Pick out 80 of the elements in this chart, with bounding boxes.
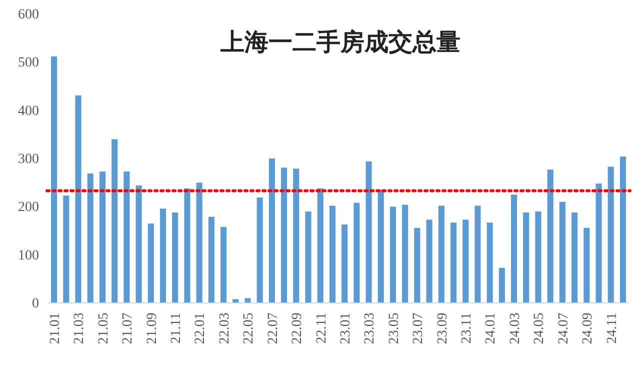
bar bbox=[124, 172, 130, 303]
x-tick-label: 24.03 bbox=[508, 312, 523, 344]
bar bbox=[136, 185, 142, 303]
bar bbox=[172, 212, 178, 303]
bar bbox=[208, 216, 214, 303]
x-tick-label: 21.01 bbox=[48, 312, 63, 344]
bar bbox=[438, 206, 444, 303]
bar bbox=[148, 224, 154, 303]
bar bbox=[112, 139, 118, 303]
bar bbox=[450, 222, 457, 303]
x-tick-label: 24.11 bbox=[604, 312, 620, 344]
bar bbox=[620, 156, 626, 303]
x-tick-label: 23.03 bbox=[362, 312, 378, 344]
bar bbox=[160, 208, 166, 303]
x-tick-label: 21.05 bbox=[96, 312, 112, 344]
bar bbox=[354, 202, 360, 303]
bar bbox=[462, 220, 469, 303]
x-tick-label: 22.03 bbox=[217, 312, 232, 344]
bar bbox=[559, 202, 566, 303]
x-tick-label: 23.11 bbox=[459, 312, 474, 344]
bar bbox=[426, 220, 432, 303]
x-tick-label: 21.03 bbox=[72, 312, 88, 344]
bar bbox=[402, 204, 408, 303]
bar bbox=[281, 168, 288, 303]
bar bbox=[220, 226, 227, 303]
x-tick-label: 23.09 bbox=[435, 312, 450, 344]
x-tick-label: 21.11 bbox=[168, 312, 184, 344]
x-tick-label: 22.05 bbox=[242, 312, 257, 344]
y-tick-label: 100 bbox=[18, 248, 39, 264]
bar bbox=[498, 268, 505, 303]
y-tick-label: 300 bbox=[18, 152, 39, 167]
bar bbox=[75, 95, 82, 303]
bar bbox=[317, 188, 324, 303]
bar bbox=[572, 212, 578, 303]
bar bbox=[87, 173, 94, 303]
bar bbox=[256, 198, 263, 303]
x-tick-label: 22.01 bbox=[193, 312, 208, 344]
y-tick-label: 400 bbox=[18, 104, 39, 119]
bar bbox=[510, 194, 518, 303]
bar bbox=[244, 298, 251, 303]
x-tick-label: 23.05 bbox=[386, 312, 402, 344]
y-tick-label: 600 bbox=[18, 7, 39, 22]
x-tick-label: 24.07 bbox=[556, 312, 572, 344]
bar bbox=[232, 299, 239, 303]
bar bbox=[51, 56, 58, 303]
bar bbox=[329, 206, 336, 303]
x-tick-label: 22.07 bbox=[266, 312, 281, 344]
bar bbox=[305, 211, 312, 303]
bar bbox=[184, 188, 190, 303]
bar bbox=[378, 190, 384, 303]
bar bbox=[474, 206, 481, 303]
x-tick-label: 24.09 bbox=[580, 312, 596, 344]
bar bbox=[390, 206, 396, 303]
bar bbox=[535, 211, 542, 303]
y-tick-label: 500 bbox=[18, 56, 39, 71]
y-tick-label: 200 bbox=[18, 200, 39, 216]
x-tick-label: 23.01 bbox=[338, 312, 354, 344]
bar bbox=[196, 182, 202, 303]
x-tick-label: 21.09 bbox=[144, 312, 160, 344]
bar bbox=[547, 170, 554, 303]
bar bbox=[342, 224, 348, 303]
bar bbox=[268, 158, 275, 303]
bar bbox=[596, 184, 602, 303]
bar bbox=[414, 228, 420, 303]
x-tick-label: 23.07 bbox=[411, 312, 426, 344]
bar bbox=[63, 196, 70, 303]
bar bbox=[366, 161, 372, 303]
x-tick-label: 22.11 bbox=[314, 312, 330, 344]
text: 上海一二手房成交总量 bbox=[220, 29, 460, 56]
bar bbox=[99, 172, 106, 303]
bar bbox=[523, 212, 530, 303]
y-tick-label: 0 bbox=[32, 296, 39, 312]
bar bbox=[608, 166, 614, 303]
x-tick-label: 24.01 bbox=[484, 312, 499, 344]
bar bbox=[584, 228, 590, 303]
x-tick-label: 22.09 bbox=[290, 312, 306, 344]
x-tick-label: 21.07 bbox=[120, 312, 136, 344]
bar bbox=[486, 222, 493, 303]
bar bbox=[293, 168, 300, 303]
x-tick-label: 24.05 bbox=[532, 312, 548, 344]
